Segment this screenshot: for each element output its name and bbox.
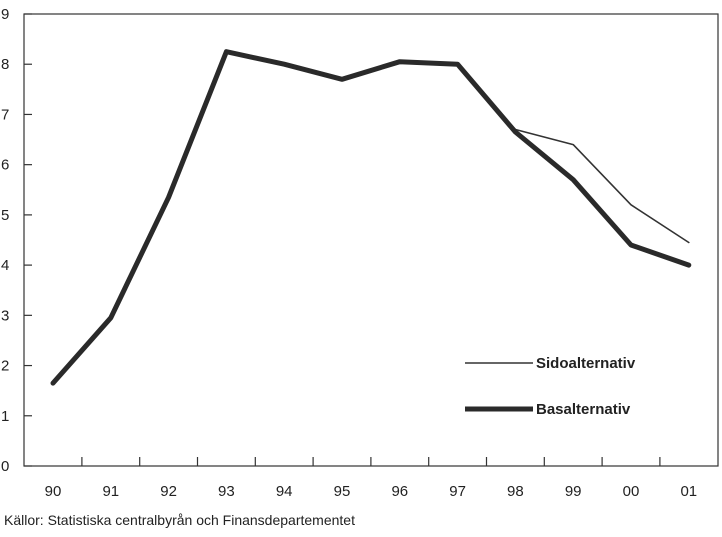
x-tick-label: 91 <box>102 483 119 500</box>
y-axis-ticks: 0 1 2 3 4 5 6 7 8 9 <box>1 6 32 475</box>
x-tick-label: 95 <box>334 483 351 500</box>
y-tick-label: 3 <box>1 307 9 324</box>
x-tick-label: 96 <box>391 483 408 500</box>
series-line-sidoalternativ <box>514 128 690 244</box>
source-note: Källor: Statistiska centralbyrån och Fin… <box>4 512 355 528</box>
legend-label-sidoalternativ: Sidoalternativ <box>536 355 636 372</box>
x-tick-label: 97 <box>449 483 466 500</box>
x-axis-ticks: 90 91 92 93 94 95 96 97 98 99 00 01 <box>45 457 697 500</box>
y-tick-label: 9 <box>1 6 9 23</box>
legend: Sidoalternativ Basalternativ <box>465 355 636 418</box>
x-tick-label: 00 <box>623 483 640 500</box>
y-tick-label: 0 <box>1 458 9 475</box>
series-layer <box>50 49 692 386</box>
y-tick-label: 5 <box>1 207 9 224</box>
x-tick-label: 99 <box>565 483 582 500</box>
plot-frame <box>23 13 719 467</box>
series-line-basalternativ <box>50 49 692 386</box>
y-tick-label: 4 <box>1 257 9 274</box>
x-tick-label: 92 <box>160 483 177 500</box>
legend-label-basalternativ: Basalternativ <box>536 401 631 418</box>
x-tick-label: 98 <box>507 483 524 500</box>
y-tick-label: 7 <box>1 106 9 123</box>
x-tick-label: 90 <box>45 483 62 500</box>
y-tick-label: 8 <box>1 56 9 73</box>
x-tick-label: 94 <box>276 483 293 500</box>
y-tick-label: 1 <box>1 408 9 425</box>
y-tick-label: 2 <box>1 358 9 375</box>
x-tick-label: 93 <box>218 483 235 500</box>
y-tick-label: 6 <box>1 157 9 174</box>
x-tick-label: 01 <box>680 483 697 500</box>
